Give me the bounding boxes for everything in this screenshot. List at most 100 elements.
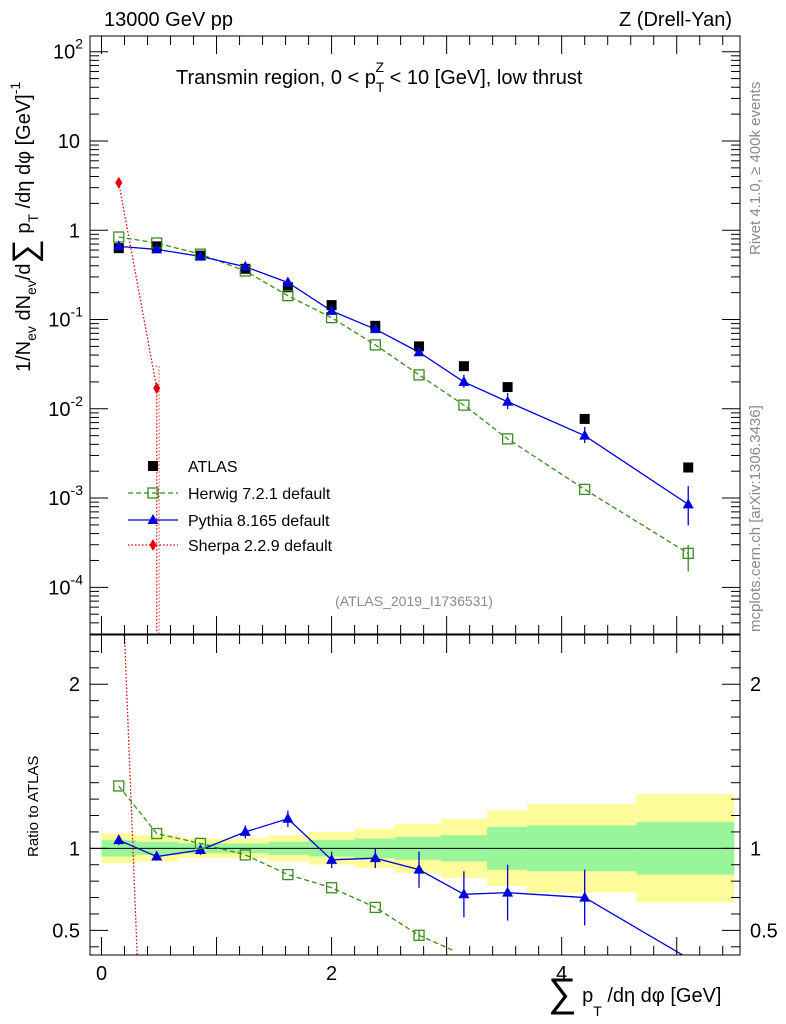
pythia-ratio-point (413, 863, 425, 874)
legend-atlas-label: ATLAS (188, 459, 238, 476)
legend-entry-herwig: Herwig 7.2.1 default (128, 486, 331, 503)
pythia-point (369, 323, 381, 334)
rivet-version-label: Rivet 4.1.0, ≥ 400k events (747, 82, 764, 255)
header-process-label: Z (Drell-Yan) (619, 9, 732, 31)
ratio-y-tick-label-right: 2 (750, 674, 761, 696)
pythia-point (151, 243, 163, 254)
plot-title: Transmin region, 0 < pTZ < 10 [GeV], low… (176, 59, 583, 95)
ratio-panel: 0 2 4 0.5 0.5 1 1 2 2 Ratio to ATLAS ∑ pT /dη dφ… (25, 634, 778, 1019)
atlas-point (579, 413, 590, 424)
main-y-tick-exponent: -2 (71, 393, 84, 409)
legend-pythia-marker (147, 514, 159, 524)
x-tick-label: 0 (96, 963, 107, 985)
pythia-point (194, 250, 206, 261)
main-y-tick-label: 1 (69, 220, 80, 242)
sherpa-point (115, 176, 123, 189)
main-y-tick-exponent: 2 (75, 36, 83, 52)
main-y-tick-exponent: -1 (71, 304, 84, 320)
atlas-point (282, 282, 293, 293)
pythia-point (239, 260, 251, 271)
main-y-tick-exponent: -4 (71, 571, 84, 587)
main-y-tick-base: 10 (48, 310, 70, 332)
herwig-ratio-point (282, 868, 294, 881)
legend-entry-atlas: ATLAS (148, 459, 238, 476)
plot-title-sup: Z (375, 59, 384, 75)
herwig-point (682, 547, 694, 560)
pythia-ratio-point (113, 834, 125, 845)
main-y-tick-label: 10-4 (48, 571, 83, 599)
main-y-tick-base: 10 (48, 399, 70, 421)
herwig-point (579, 483, 591, 496)
pythia-ratio-line (118, 818, 684, 955)
ratio-y-tick-label-right: 0.5 (750, 920, 778, 942)
main-y-tick-label: 102 (53, 36, 83, 64)
pythia-ratio-point (369, 852, 381, 863)
ratio-series (113, 635, 684, 955)
x-axis-label: ∑ pT /dη dφ [GeV] (548, 971, 721, 1019)
atlas-point (458, 361, 469, 372)
herwig-ratio-line (118, 785, 453, 951)
herwig-ratio-point (239, 849, 251, 861)
atlas-point (683, 462, 694, 473)
mcplots-reference-label: mcplots.cern.ch [arXiv:1306.3436] (747, 405, 764, 632)
pythia-ratio-point (326, 853, 338, 864)
ratio-y-tick-label: 0.5 (52, 920, 80, 942)
main-y-tick-base: 1 (69, 220, 80, 242)
herwig-ratio-point (113, 780, 125, 792)
pythia-point (502, 395, 514, 406)
herwig-line (118, 236, 689, 554)
herwig-ratio-point (194, 837, 207, 850)
sherpa-ratio-line (123, 635, 138, 955)
main-y-tick-label: 10-3 (48, 482, 83, 510)
herwig-ratio-point (413, 929, 425, 941)
legend-pythia-label: Pythia 8.165 default (188, 513, 330, 530)
herwig-ratio-point (325, 882, 338, 894)
ratio-y-tick-label: 1 (69, 838, 80, 860)
main-y-tick-base: 10 (48, 577, 70, 599)
x-tick-label: 4 (556, 963, 567, 985)
main-y-tick-base: 10 (53, 42, 75, 64)
pythia-point (282, 276, 294, 287)
pythia-point (113, 240, 125, 251)
main-y-tick-label: 10-1 (48, 304, 83, 332)
header-energy-label: 13000 GeV pp (104, 9, 233, 31)
main-y-tick-base: 10 (58, 131, 80, 153)
pythia-line (118, 245, 689, 505)
analysis-watermark: (ATLAS_2019_I1736531) (335, 593, 493, 609)
pythia-ratio-point (458, 888, 470, 899)
pythia-point (579, 429, 591, 440)
pythia-point (413, 346, 425, 357)
pythia-point (682, 498, 694, 509)
pythia-ratio-point (282, 812, 294, 823)
main-y-tick-exponent: -3 (71, 482, 84, 498)
ratio-y-tick-label-right: 1 (750, 838, 761, 860)
herwig-point (413, 369, 425, 381)
pythia-ratio-point (239, 825, 251, 836)
legend-herwig-label: Herwig 7.2.1 default (188, 486, 331, 503)
plot-title-sub: T (376, 79, 385, 95)
plot-title-post: < 10 [GeV], low thrust (384, 67, 583, 89)
legend-sherpa-label: Sherpa 2.2.9 default (188, 538, 333, 555)
atlas-point (502, 382, 513, 393)
ratio-frame (89, 634, 741, 956)
pythia-point (458, 375, 470, 386)
pythia-ratio-point (151, 850, 163, 861)
legend-entry-sherpa: Sherpa 2.2.9 default (128, 538, 333, 555)
ratio-ticks: 0 2 4 0.5 0.5 1 1 2 2 (52, 634, 778, 985)
herwig-point (458, 399, 470, 411)
main-frame (89, 35, 741, 635)
legend-entry-pythia: Pythia 8.165 default (128, 513, 330, 530)
herwig-point (501, 433, 514, 445)
main-y-axis-label: 1/Nev dNev/d∑ pT /dη dφ [GeV]-1 (6, 82, 44, 372)
main-series (113, 176, 694, 634)
main-y-tick-label: 10 (58, 131, 80, 153)
pythia-ratio-point (502, 886, 514, 897)
legend-sherpa-marker (149, 539, 157, 551)
sherpa-hist-step (155, 365, 160, 634)
sherpa-line (118, 182, 158, 389)
x-tick-label: 2 (326, 963, 337, 985)
legend-herwig-marker (147, 487, 159, 499)
